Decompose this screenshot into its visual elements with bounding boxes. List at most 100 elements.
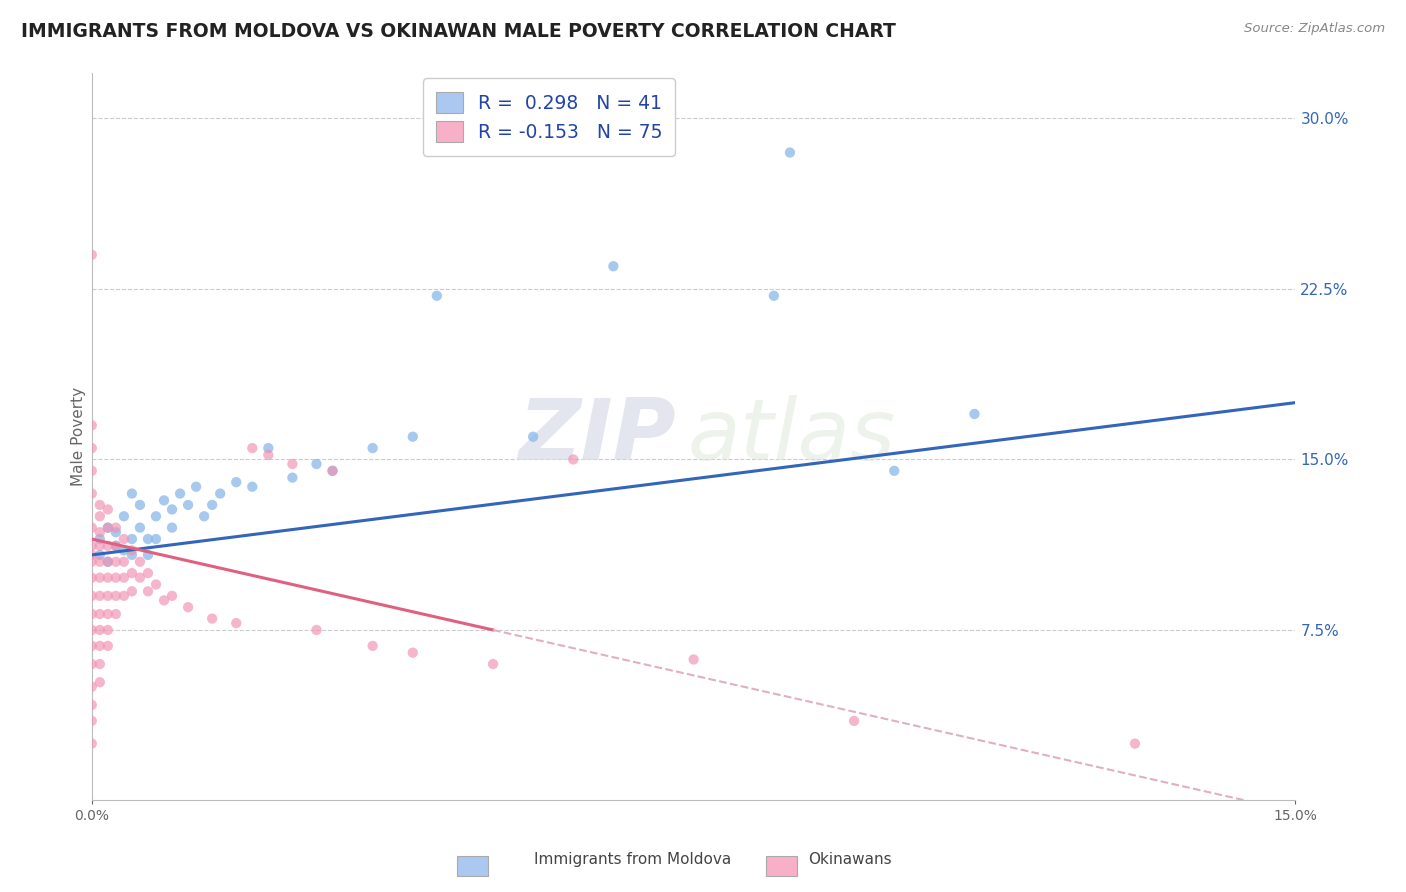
Point (225, 475, 247, 490)
Point (97, 639, 120, 653)
Point (104, 539, 127, 553)
Point (80, 714, 103, 728)
Point (89, 675, 111, 690)
Point (121, 566, 143, 581)
Point (104, 589, 127, 603)
Point (89, 571, 111, 585)
Point (121, 548, 143, 562)
Point (136, 566, 159, 581)
Point (361, 441, 384, 455)
Point (322, 464, 344, 478)
Point (209, 486, 232, 500)
Point (136, 532, 159, 546)
Point (80, 607, 103, 621)
Point (562, 452, 585, 467)
Point (80, 623, 103, 637)
Point (842, 714, 865, 728)
Point (145, 532, 167, 546)
Point (136, 584, 159, 599)
Point (89, 639, 111, 653)
Point (89, 623, 111, 637)
Point (160, 502, 183, 516)
Point (80, 657, 103, 671)
Point (121, 486, 143, 500)
Point (963, 407, 986, 421)
Point (201, 498, 224, 512)
Point (89, 509, 111, 524)
Point (80, 589, 103, 603)
Text: ZIP: ZIP (517, 395, 675, 478)
Point (80, 680, 103, 694)
Point (240, 480, 263, 494)
Point (104, 571, 127, 585)
Point (112, 571, 135, 585)
Point (97, 539, 120, 553)
Point (225, 616, 247, 631)
Point (97, 571, 120, 585)
Legend: R =  0.298   N = 41, R = -0.153   N = 75: R = 0.298 N = 41, R = -0.153 N = 75 (423, 78, 675, 155)
Point (97, 589, 120, 603)
Point (682, 652, 704, 666)
Point (104, 607, 127, 621)
Point (112, 555, 135, 569)
Point (883, 464, 905, 478)
Point (89, 532, 111, 546)
Point (80, 464, 103, 478)
Point (80, 571, 103, 585)
Point (97, 521, 120, 535)
Point (322, 464, 344, 478)
Point (112, 589, 135, 603)
Point (89, 657, 111, 671)
Point (160, 521, 183, 535)
Point (184, 480, 207, 494)
Point (97, 623, 120, 637)
Point (89, 548, 111, 562)
Point (112, 509, 135, 524)
Point (89, 498, 111, 512)
Point (426, 289, 449, 303)
Point (193, 509, 215, 524)
Point (97, 607, 120, 621)
Point (129, 571, 152, 585)
Point (121, 543, 143, 558)
Point (136, 548, 159, 562)
Point (89, 555, 111, 569)
Point (80, 521, 103, 535)
Point (112, 543, 135, 558)
Point (80, 441, 103, 455)
Point (129, 521, 152, 535)
Point (97, 555, 120, 569)
Point (257, 441, 280, 455)
Point (80, 555, 103, 569)
Point (240, 441, 263, 455)
Point (153, 593, 176, 607)
Point (177, 600, 200, 615)
Point (80, 737, 103, 751)
Point (169, 486, 191, 500)
Point (104, 555, 127, 569)
Point (145, 509, 167, 524)
Point (201, 611, 224, 625)
Point (80, 248, 103, 262)
Point (112, 532, 135, 546)
Point (305, 623, 328, 637)
Point (80, 698, 103, 712)
Point (89, 607, 111, 621)
Text: atlas: atlas (688, 395, 896, 478)
Point (145, 577, 167, 591)
Point (177, 498, 200, 512)
Point (80, 418, 103, 433)
Point (80, 539, 103, 553)
Point (104, 521, 127, 535)
Point (160, 589, 183, 603)
Point (97, 521, 120, 535)
Text: Immigrants from Moldova: Immigrants from Moldova (534, 852, 731, 867)
Point (402, 646, 425, 660)
Point (361, 639, 384, 653)
Point (153, 493, 176, 508)
Point (89, 589, 111, 603)
Point (104, 525, 127, 540)
Point (97, 502, 120, 516)
Point (522, 430, 544, 444)
Point (402, 430, 425, 444)
